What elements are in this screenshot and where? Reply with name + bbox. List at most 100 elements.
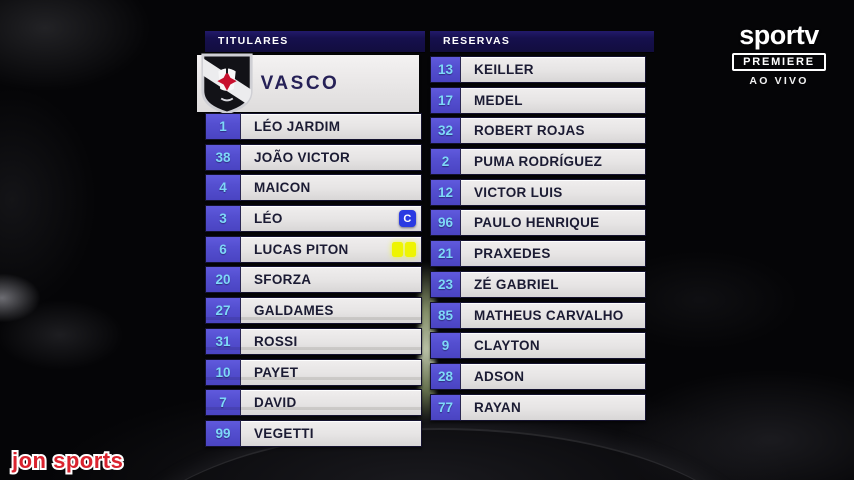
player-number: 99 [205, 419, 240, 447]
reservas-panel: RESERVAS 13 KEILLER 17 MEDEL 32 ROBERT R… [430, 31, 654, 421]
player-name-cell: KEILLER [460, 56, 646, 83]
player-name: CLAYTON [474, 338, 540, 354]
player-name: PAULO HENRIQUE [474, 215, 600, 231]
player-row: 21 PRAXEDES [430, 240, 646, 268]
player-number: 13 [430, 56, 460, 83]
player-name: MEDEL [474, 92, 523, 108]
player-name-cell: ADSON [460, 362, 646, 390]
player-name: JOÃO VICTOR [254, 149, 351, 165]
player-row: 28 ADSON [430, 362, 646, 390]
player-name-cell: CLAYTON [460, 332, 646, 360]
player-name: LÉO JARDIM [254, 119, 341, 134]
player-number: 38 [205, 143, 240, 171]
player-name-cell: RAYAN [460, 393, 646, 421]
player-number: 17 [430, 86, 460, 114]
player-name-cell: LÉO JARDIM [240, 113, 422, 140]
player-name-cell: PAYET [240, 358, 422, 386]
player-row: 10 PAYET [205, 358, 422, 386]
team-bar: VASCO [197, 53, 419, 115]
player-number: 2 [430, 148, 460, 176]
player-name: PUMA RODRÍGUEZ [474, 154, 603, 170]
player-row: 77 RAYAN [430, 393, 646, 421]
player-name-cell: SFORZA [240, 266, 422, 294]
player-row: 3 LÉO C [205, 205, 422, 233]
player-row: 85 MATHEUS CARVALHO [430, 301, 646, 329]
player-name: GALDAMES [254, 303, 334, 319]
player-row: 4 MAICON [205, 174, 422, 202]
jon-sports-watermark: jon sports [9, 446, 125, 475]
player-number: 23 [430, 270, 460, 298]
yellow-card-icon [405, 241, 416, 257]
player-row: 31 ROSSI [205, 327, 422, 355]
player-name-cell: PAULO HENRIQUE [460, 209, 646, 237]
player-row: 27 GALDAMES [205, 297, 422, 325]
player-row: 32 ROBERT ROJAS [430, 117, 646, 145]
player-name: ROBERT ROJAS [474, 123, 585, 139]
player-name-cell: ROSSI [240, 327, 422, 355]
titulares-list: 1 LÉO JARDIM 38 JOÃO VICTOR 4 MAICON 3 L… [205, 113, 422, 451]
player-number: 4 [205, 174, 240, 202]
player-name: ROSSI [254, 333, 298, 349]
titulares-panel: TITULARES VASCO 1 LÉO JARDIM [197, 31, 425, 447]
reservas-header: RESERVAS [430, 31, 654, 52]
captain-badge: C [399, 210, 416, 228]
player-name-cell: ROBERT ROJAS [460, 117, 646, 145]
reservas-list: 13 KEILLER 17 MEDEL 32 ROBERT ROJAS 2 PU… [430, 56, 646, 424]
player-number: 77 [430, 393, 460, 421]
player-badges [392, 241, 416, 257]
player-row: 7 DAVID [205, 389, 422, 417]
player-number: 31 [205, 327, 240, 355]
player-name-cell: MEDEL [460, 86, 646, 114]
player-number: 32 [430, 117, 460, 145]
stadium-roof-silhouette [120, 428, 760, 480]
player-row: 9 CLAYTON [430, 332, 646, 360]
player-name: SFORZA [254, 272, 312, 288]
player-number: 85 [430, 301, 460, 329]
player-name-cell: JOÃO VICTOR [240, 143, 422, 171]
player-number: 28 [430, 362, 460, 390]
player-name-cell: LÉO C [240, 205, 422, 233]
player-number: 1 [205, 113, 240, 140]
player-number: 12 [430, 178, 460, 206]
player-name: LUCAS PITON [254, 241, 349, 257]
player-name: VEGETTI [254, 425, 314, 441]
player-name-cell: DAVID [240, 389, 422, 417]
player-row: 96 PAULO HENRIQUE [430, 209, 646, 237]
player-name: ADSON [474, 368, 525, 384]
player-name: MATHEUS CARVALHO [474, 307, 624, 323]
player-name: PAYET [254, 364, 299, 380]
player-name-cell: GALDAMES [240, 297, 422, 325]
player-name: MAICON [254, 180, 311, 196]
live-label: AO VIVO [749, 75, 809, 87]
player-number: 20 [205, 266, 240, 294]
premiere-badge: PREMIERE [732, 53, 826, 71]
player-number: 21 [430, 240, 460, 268]
player-row: 12 VICTOR LUIS [430, 178, 646, 206]
player-number: 7 [205, 389, 240, 417]
player-badges: C [399, 210, 416, 228]
player-name-cell: LUCAS PITON [240, 235, 422, 263]
team-name: VASCO [260, 72, 340, 94]
player-name: VICTOR LUIS [474, 184, 563, 200]
player-name: PRAXEDES [474, 246, 551, 262]
titulares-header: TITULARES [205, 31, 425, 52]
player-number: 6 [205, 235, 240, 263]
player-name-cell: ZÉ GABRIEL [460, 270, 646, 298]
player-name: ZÉ GABRIEL [474, 276, 559, 292]
player-row: 99 VEGETTI [205, 419, 422, 447]
player-name: LÉO [254, 211, 283, 227]
yellow-card-icon [392, 241, 403, 257]
player-name-cell: MAICON [240, 174, 422, 202]
player-name: KEILLER [474, 62, 534, 77]
player-number: 27 [205, 297, 240, 325]
player-name-cell: PUMA RODRÍGUEZ [460, 148, 646, 176]
player-name-cell: PRAXEDES [460, 240, 646, 268]
player-row: 38 JOÃO VICTOR [205, 143, 422, 171]
player-name-cell: VICTOR LUIS [460, 178, 646, 206]
player-number: 10 [205, 358, 240, 386]
sportv-logo: sportv PREMIERE AO VIVO [722, 22, 836, 87]
player-name-cell: MATHEUS CARVALHO [460, 301, 646, 329]
vasco-crest-icon [201, 53, 253, 115]
player-number: 96 [430, 209, 460, 237]
player-row: 17 MEDEL [430, 86, 646, 114]
